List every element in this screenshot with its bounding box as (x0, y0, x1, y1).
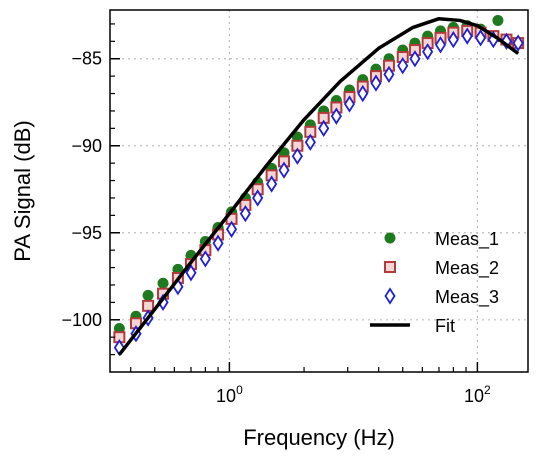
series-meas-3 (113, 27, 524, 357)
data-point (142, 299, 155, 312)
y-tick-label: −85 (71, 49, 102, 69)
data-point (357, 84, 369, 103)
data-point (461, 27, 473, 45)
legend-item: Fit (370, 316, 455, 336)
plot-frame (109, 9, 529, 373)
plot-area (113, 14, 525, 357)
series-fit (117, 16, 520, 356)
data-point (474, 29, 487, 47)
data-point (422, 43, 434, 61)
legend-label: Meas_3 (435, 287, 499, 308)
legend-label: Meas_2 (435, 258, 499, 279)
data-point (266, 175, 278, 193)
x-tick-label: 100 (216, 383, 243, 406)
y-axis-label: PA Signal (dB) (10, 120, 35, 261)
data-point (434, 36, 447, 54)
data-point (252, 189, 264, 207)
data-point (185, 264, 197, 282)
y-tick-label: −100 (61, 310, 102, 330)
data-point (318, 119, 330, 138)
x-tick-label: 102 (464, 383, 491, 406)
data-point (370, 74, 382, 92)
data-point (397, 57, 409, 75)
data-point (383, 65, 395, 84)
legend-label: Fit (435, 316, 455, 336)
data-point (512, 34, 524, 52)
data-point (447, 30, 459, 49)
data-point (409, 50, 421, 68)
legend: Meas_1 Meas_2 Meas_3 Fit (370, 229, 499, 336)
data-point (291, 147, 303, 165)
legend-marker (384, 232, 396, 244)
data-point (142, 289, 154, 301)
y-tick-label: −95 (71, 223, 102, 243)
data-point (199, 250, 211, 268)
legend-marker (384, 287, 396, 305)
legend-label: Meas_1 (435, 229, 499, 250)
data-point (278, 161, 290, 179)
legend-marker (384, 261, 396, 273)
legend-item: Meas_3 (384, 287, 499, 308)
data-point (212, 234, 224, 252)
axis-ticks: 100 102 −85 −90 −95 −100 (61, 23, 491, 406)
legend-item: Meas_1 (384, 229, 499, 250)
data-point (492, 14, 504, 26)
data-point (239, 204, 251, 223)
data-point (343, 95, 356, 113)
fit-line (117, 16, 520, 356)
x-axis-label: Frequency (Hz) (243, 425, 395, 450)
data-point (225, 220, 238, 238)
legend-item: Meas_2 (384, 258, 499, 279)
data-point (330, 107, 342, 125)
data-point (157, 277, 169, 289)
data-point (304, 133, 316, 151)
y-tick-label: −90 (71, 136, 102, 156)
grid-lines (110, 10, 528, 372)
